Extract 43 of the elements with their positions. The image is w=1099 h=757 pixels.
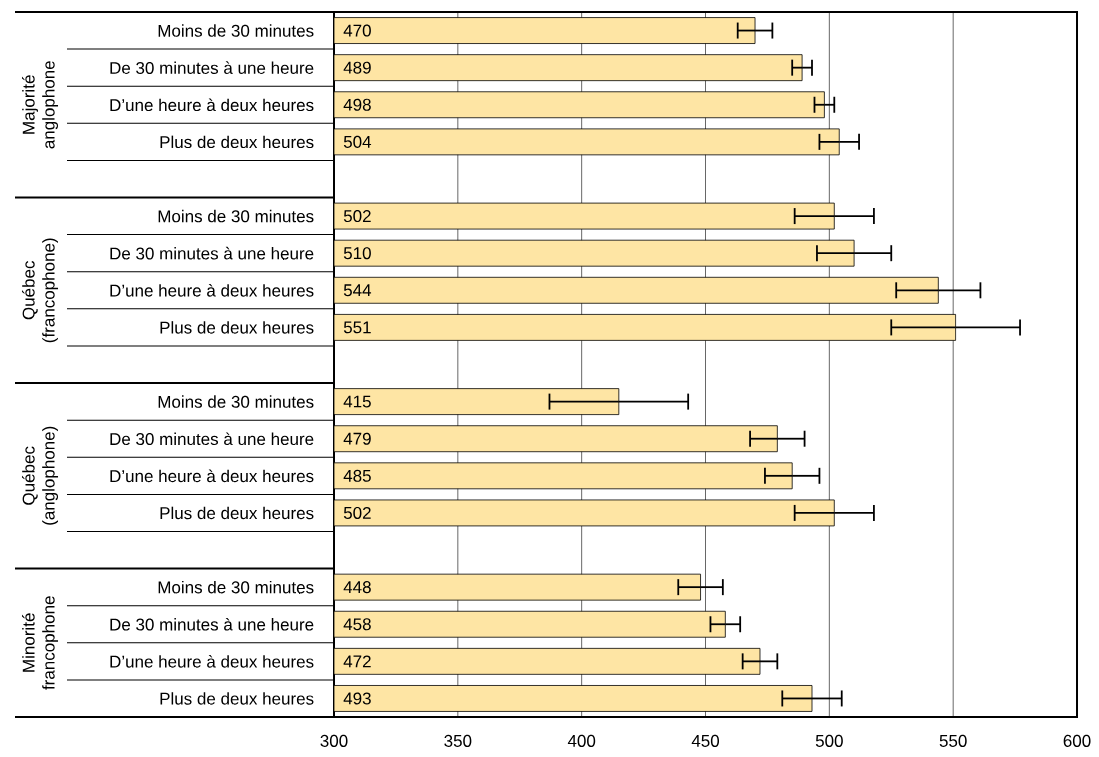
y-tick-label: D’une heure à deux heures	[110, 283, 314, 297]
data-label: 479	[343, 432, 371, 445]
data-label: 472	[343, 655, 371, 668]
text: Majorité anglophone	[21, 61, 59, 149]
y-tick-label: De 30 minutes à une heure	[110, 246, 314, 260]
data-label: 448	[343, 581, 371, 594]
text: Québec (francophone)	[21, 238, 59, 343]
y-tick-label: D’une heure à deux heures	[110, 469, 314, 483]
y-tick-label: De 30 minutes à une heure	[110, 432, 314, 446]
data-label: 504	[343, 135, 372, 148]
y-tick-label: De 30 minutes à une heure	[110, 61, 314, 75]
y-tick-label: De 30 minutes à une heure	[110, 617, 314, 631]
y-tick-label: D’une heure à deux heures	[110, 655, 314, 668]
y-tick-label: Plus de deux heures	[160, 321, 314, 334]
y-tick-label: Plus de deux heures	[160, 506, 314, 520]
x-tick-label: 550	[939, 734, 967, 747]
x-tick-label: 350	[444, 734, 472, 747]
y-tick-label: Plus de deux heures	[160, 135, 314, 149]
y-tick-label: Plus de deux heures	[160, 692, 314, 705]
text: Minorité francophone	[21, 596, 59, 690]
text: Québec (anglophone)	[21, 426, 59, 525]
y-tick-label: Moins de 30 minutes	[158, 395, 314, 408]
data-label: 485	[343, 469, 371, 482]
data-label: 551	[343, 321, 371, 334]
x-tick-label: 300	[320, 734, 348, 747]
data-label: 458	[343, 618, 371, 631]
data-label: 470	[343, 24, 371, 37]
x-tick-label: 400	[567, 734, 596, 747]
data-label: 493	[343, 692, 371, 705]
y-tick-label: Moins de 30 minutes	[158, 580, 314, 594]
y-tick-label: Moins de 30 minutes	[158, 209, 314, 223]
x-tick-label: 600	[1063, 734, 1091, 747]
data-label: 544	[343, 284, 372, 297]
data-label: 502	[343, 506, 371, 519]
data-label: 498	[343, 98, 371, 111]
x-tick-label: 450	[691, 734, 720, 747]
data-label: 415	[343, 395, 371, 408]
data-label: 510	[343, 247, 371, 260]
data-label: 489	[343, 61, 371, 74]
data-label: 502	[343, 210, 371, 223]
y-tick-label: Moins de 30 minutes	[158, 24, 314, 37]
y-tick-label: D’une heure à deux heures	[110, 98, 314, 112]
x-tick-label: 500	[815, 734, 843, 747]
